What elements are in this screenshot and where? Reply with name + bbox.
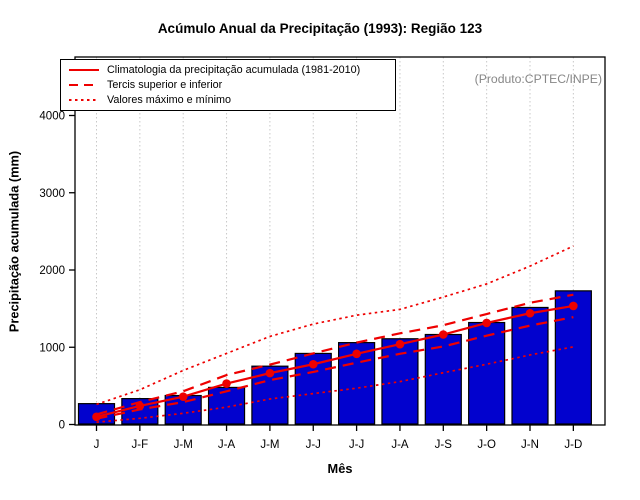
- y-axis-title: Precipitação acumulada (mm): [6, 150, 22, 333]
- chart-title: Acúmulo Anual da Precipitação (1993): Re…: [157, 21, 483, 36]
- product-watermark: (Produto:CPTEC/INPE): [474, 72, 602, 86]
- marker-climatology_1981_2010: [92, 412, 101, 422]
- marker-climatology_1981_2010: [352, 349, 361, 359]
- x-axis-title: Mês: [327, 461, 353, 476]
- line-maximum: [96, 245, 574, 406]
- y-tick-label: 4000: [39, 111, 65, 123]
- bar-J-N: [511, 306, 549, 425]
- y-tick-label: 0: [59, 420, 65, 432]
- marker-climatology_1981_2010: [222, 379, 231, 388]
- legend-item-climatology: Climatologia da precipitação acumulada (…: [61, 64, 395, 77]
- y-tick-label: 2000: [39, 265, 65, 277]
- marker-climatology_1981_2010: [482, 318, 491, 328]
- marker-climatology_1981_2010: [395, 339, 405, 349]
- x-tick-label: J-A: [218, 439, 236, 451]
- x-tick-label: J-D: [564, 439, 582, 451]
- legend-item-max-min: Valores máximo e mínimo: [61, 93, 395, 106]
- marker-climatology_1981_2010: [178, 392, 188, 401]
- dotted-line-icon: [69, 98, 99, 101]
- x-tick-label: J-M: [260, 439, 279, 451]
- marker-climatology_1981_2010: [439, 330, 448, 339]
- line-tercile_upper: [96, 293, 574, 416]
- marker-climatology_1981_2010: [525, 308, 535, 318]
- x-tick-label: J-M: [174, 439, 193, 451]
- y-tick-label: 1000: [39, 342, 65, 354]
- x-tick-label: J-O: [477, 439, 496, 451]
- x-tick-label: J-J: [349, 439, 364, 451]
- line-minimum: [96, 346, 574, 424]
- x-tick-label: J-F: [132, 439, 149, 451]
- bar-J-S: [424, 333, 462, 425]
- line-tercile_lower: [96, 316, 574, 420]
- solid-line-icon: [69, 69, 99, 72]
- x-tick-label: J-N: [521, 439, 539, 451]
- legend-item-terciles: Tercis superior e inferior: [61, 79, 395, 92]
- legend-label: Valores máximo e mínimo: [107, 93, 232, 106]
- marker-climatology_1981_2010: [569, 301, 578, 311]
- marker-climatology_1981_2010: [265, 368, 275, 378]
- x-tick-label: J-J: [306, 439, 321, 451]
- bar-J-A: [207, 386, 246, 425]
- legend-label: Climatologia da precipitação acumulada (…: [107, 64, 361, 77]
- bar-J-D: [554, 290, 592, 425]
- x-tick-label: J-S: [435, 439, 453, 451]
- marker-climatology_1981_2010: [308, 359, 318, 369]
- legend: Climatologia da precipitação acumulada (…: [60, 59, 396, 111]
- line-climatology_1981_2010: [96, 304, 574, 418]
- marker-climatology_1981_2010: [135, 401, 145, 411]
- x-tick-label: J-A: [391, 439, 409, 451]
- plot-frame: [74, 56, 606, 426]
- legend-label: Tercis superior e inferior: [107, 79, 223, 91]
- dashed-line-icon: [69, 83, 99, 87]
- y-tick-label: 3000: [39, 188, 65, 200]
- x-tick-label: J: [94, 439, 100, 451]
